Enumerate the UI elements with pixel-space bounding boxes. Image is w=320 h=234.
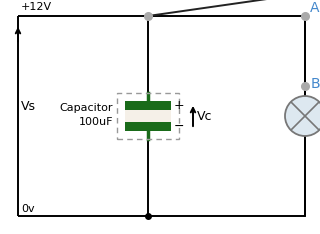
Text: B: B (311, 77, 320, 91)
Bar (117, 93, 179, 139)
Text: Vc: Vc (197, 110, 212, 123)
Text: +: + (174, 99, 185, 112)
Text: A: A (310, 1, 319, 15)
Text: 0v: 0v (21, 204, 35, 214)
Circle shape (285, 96, 320, 136)
Text: 100uF: 100uF (78, 117, 113, 127)
Text: Vs: Vs (21, 99, 36, 113)
Bar (125, 101, 171, 110)
Bar (125, 122, 171, 131)
Text: Capacitor: Capacitor (60, 103, 113, 113)
Bar (125, 110, 171, 122)
Text: −: − (174, 120, 185, 133)
Text: +12V: +12V (21, 2, 52, 12)
